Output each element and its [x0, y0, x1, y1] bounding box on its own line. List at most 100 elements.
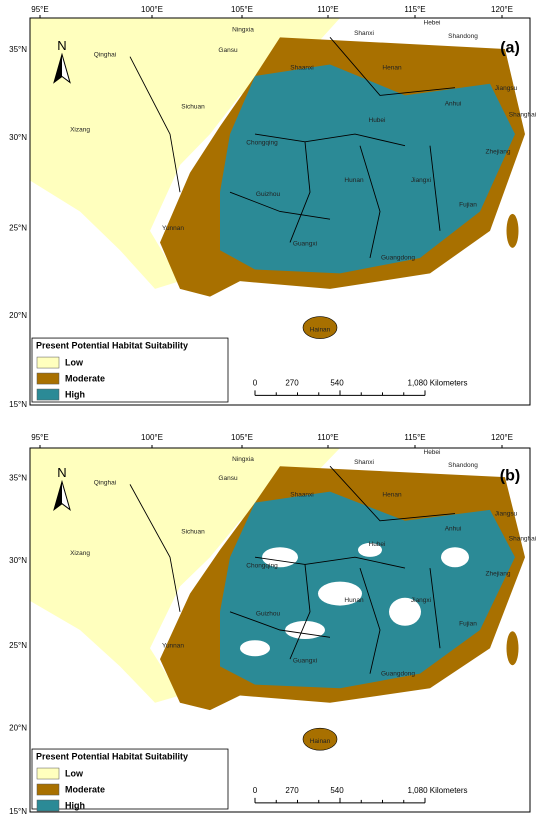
province-label: Ningxia — [232, 27, 254, 34]
province-boundary — [229, 191, 331, 220]
province-label: Zhejiang — [486, 149, 511, 156]
province-label: Chongqing — [246, 562, 278, 569]
legend-label: Moderate — [65, 784, 105, 794]
panel-label: (a) — [500, 39, 520, 56]
taiwan-island — [506, 213, 519, 248]
lat-label: 20°N — [9, 723, 27, 732]
sparse-patch — [240, 640, 270, 657]
lon-label: 105°E — [231, 433, 253, 442]
province-boundary — [329, 37, 456, 96]
province-boundary — [129, 56, 181, 193]
legend-swatch — [36, 388, 60, 401]
province-label: Hubei — [369, 541, 386, 548]
province-label: Shanghai — [509, 111, 536, 118]
province-label: Anhui — [445, 101, 462, 108]
lon-label: 115°E — [404, 5, 425, 14]
province-boundary — [254, 133, 406, 147]
province-label: Henan — [382, 65, 402, 72]
hainan-island — [302, 727, 338, 751]
province-label: Qinghai — [94, 51, 116, 58]
lon-label: 105°E — [231, 5, 253, 14]
scale-end-label: 1,080 Kilometers — [408, 786, 468, 795]
province-boundary — [429, 145, 441, 231]
province-label: Jiangxi — [411, 177, 431, 184]
lat-label: 25°N — [9, 223, 27, 232]
province-label: Fujian — [459, 202, 477, 209]
province-label: Jiangsu — [495, 85, 518, 92]
scale-label: 540 — [330, 786, 344, 795]
province-boundary — [129, 484, 181, 612]
panel-label: (b) — [500, 468, 520, 485]
north-arrow-half — [54, 481, 62, 510]
lat-label: 25°N — [9, 641, 27, 650]
map-panel: 95°E 100°E 105°E 110°E 115°E 120°E 35°N 30°N 25°… — [9, 5, 536, 409]
province-label: Qinghai — [94, 479, 116, 486]
legend-label: High — [65, 800, 85, 810]
legend-swatch — [36, 767, 60, 780]
province-label: Sichuan — [181, 104, 205, 111]
province-label: Shanghai — [509, 536, 536, 543]
legend-swatch — [36, 372, 60, 385]
lon-label: 120°E — [491, 433, 513, 442]
scale-label: 540 — [330, 378, 344, 387]
province-label: Hunan — [344, 177, 364, 184]
north-label: N — [57, 38, 66, 53]
legend-swatch — [36, 799, 60, 812]
province-label: Yunnan — [162, 225, 184, 232]
province-label: Gansu — [218, 475, 238, 482]
province-label: Chongqing — [246, 140, 278, 147]
province-label: Fujian — [459, 621, 477, 628]
province-label: Hainan — [310, 738, 331, 745]
province-label: Shanxi — [354, 30, 374, 37]
lon-label: 115°E — [404, 433, 425, 442]
lon-label: 100°E — [141, 433, 163, 442]
scale-end-label: 1,080 Kilometers — [408, 378, 468, 387]
legend-label: High — [65, 389, 85, 399]
province-label: Hebei — [424, 449, 441, 456]
taiwan-island — [506, 631, 519, 666]
legend-swatch — [36, 783, 60, 796]
sparse-patch — [389, 597, 421, 626]
legend-title: Present Potential Habitat Suitability — [36, 751, 188, 761]
legend-title: Present Potential Habitat Suitability — [36, 340, 188, 350]
province-label: Guizhou — [256, 610, 281, 617]
sparse-patch — [318, 581, 362, 606]
lon-label: 120°E — [491, 5, 513, 14]
legend-box — [31, 337, 229, 403]
province-label: Shandong — [448, 33, 478, 40]
province-label: Xizang — [70, 550, 90, 557]
province-label: Shanxi — [354, 459, 374, 466]
province-boundary — [229, 611, 331, 638]
province-label: Shandong — [448, 462, 478, 469]
scale-label: 0 — [253, 378, 258, 387]
province-label: Guizhou — [256, 191, 281, 198]
province-boundary — [359, 145, 381, 259]
legend-swatch — [36, 356, 60, 369]
province-label: Jiangsu — [495, 511, 518, 518]
province-label: Hainan — [310, 327, 331, 334]
lat-label: 35°N — [9, 473, 27, 482]
province-label: Yunnan — [162, 642, 184, 649]
lat-label: 35°N — [9, 45, 27, 54]
lat-label: 15°N — [9, 807, 27, 816]
province-label: Ningxia — [232, 456, 254, 463]
north-label: N — [57, 465, 66, 480]
province-boundary — [359, 567, 381, 674]
province-label: Shaanxi — [290, 492, 314, 499]
province-label: Guangxi — [293, 657, 317, 664]
province-label: Guangdong — [381, 670, 415, 677]
legend-label: Low — [65, 768, 84, 778]
province-label: Anhui — [445, 526, 462, 533]
sparse-patch — [285, 621, 325, 639]
province-label: Henan — [382, 492, 402, 499]
lon-label: 100°E — [141, 5, 163, 14]
lat-label: 20°N — [9, 311, 27, 320]
province-boundary — [254, 556, 406, 569]
lat-label: 30°N — [9, 133, 27, 142]
legend-label: Low — [65, 357, 84, 367]
lon-label: 110°E — [317, 5, 338, 14]
lat-label: 15°N — [9, 400, 27, 409]
scale-label: 270 — [285, 786, 299, 795]
sparse-patch — [441, 547, 469, 568]
